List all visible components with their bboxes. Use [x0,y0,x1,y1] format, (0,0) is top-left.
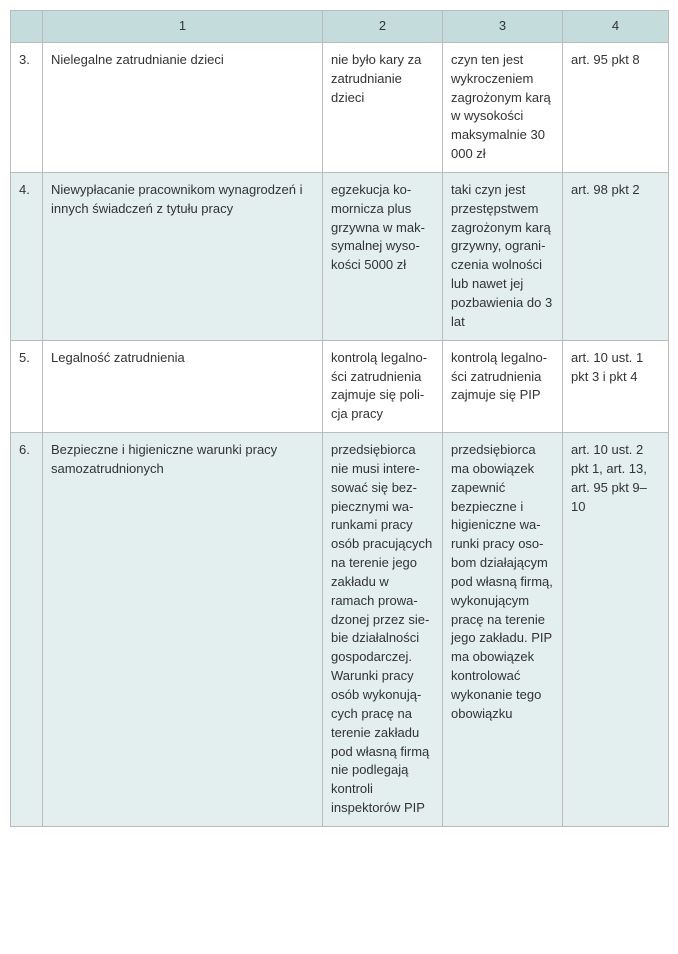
table-row: 6.Bezpieczne i higieniczne warunki pracy… [11,433,669,827]
cell-col-1: Nielegalne zatrudnianie dzieci [43,42,323,172]
cell-col-2: kontrolą legalno­ści zatrudnienia zajmuj… [323,340,443,432]
cell-col-2: egzekucja ko­mornicza plus grzywna w mak… [323,172,443,340]
cell-col-3: taki czyn jest przestępstwem zagrożonym … [443,172,563,340]
cell-col-3: kontrolą legalno­ści zatrudnienia zajmuj… [443,340,563,432]
header-col-1: 1 [43,11,323,43]
table-body: 3.Nielegalne zatrudnianie dziecinie było… [11,42,669,826]
row-number: 4. [11,172,43,340]
cell-col-4: art. 10 ust. 2 pkt 1, art. 13, art. 95 p… [563,433,669,827]
header-col-3: 3 [443,11,563,43]
row-number: 6. [11,433,43,827]
cell-col-4: art. 95 pkt 8 [563,42,669,172]
row-number: 3. [11,42,43,172]
cell-col-4: art. 10 ust. 1 pkt 3 i pkt 4 [563,340,669,432]
cell-col-1: Legalność zatrudnienia [43,340,323,432]
table-row: 4.Niewypłacanie pracownikom wynagrodzeń … [11,172,669,340]
cell-col-2: nie było kary za zatrudnianie dzieci [323,42,443,172]
comparison-table: 1 2 3 4 3.Nielegalne zatrudnianie dzieci… [10,10,669,827]
table-row: 3.Nielegalne zatrudnianie dziecinie było… [11,42,669,172]
cell-col-3: czyn ten jest wykroczeniem zagrożonym ka… [443,42,563,172]
cell-col-3: przedsiębiorca ma obowiązek zapewnić bez… [443,433,563,827]
table-header-row: 1 2 3 4 [11,11,669,43]
cell-col-1: Bezpieczne i higieniczne warunki pracy s… [43,433,323,827]
cell-col-2: przedsiębiorca nie musi intere­sować się… [323,433,443,827]
header-col-4: 4 [563,11,669,43]
header-col-0 [11,11,43,43]
header-col-2: 2 [323,11,443,43]
cell-col-4: art. 98 pkt 2 [563,172,669,340]
table-row: 5.Legalność zatrudnieniakontrolą legalno… [11,340,669,432]
cell-col-1: Niewypłacanie pracownikom wynagrodzeń i … [43,172,323,340]
row-number: 5. [11,340,43,432]
